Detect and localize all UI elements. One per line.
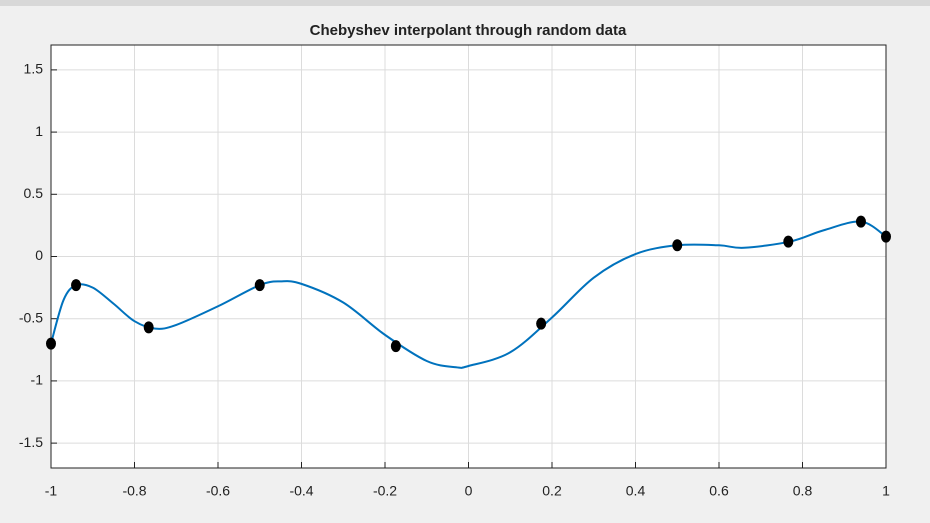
data-point: [71, 279, 82, 292]
y-tick-label: 1: [35, 123, 43, 139]
x-tick-label: -1: [45, 483, 58, 499]
data-point: [855, 215, 866, 228]
y-tick-label: -0.5: [19, 309, 43, 325]
y-tick-label: -1.5: [19, 434, 43, 450]
data-point: [390, 340, 401, 353]
y-tick-label: 0: [35, 247, 43, 263]
x-tick-label: 0.6: [709, 483, 729, 499]
x-tick-label: -0.2: [373, 483, 397, 499]
data-point: [143, 321, 154, 334]
data-point: [881, 230, 891, 243]
x-tick-label: -0.6: [206, 483, 230, 499]
x-tick-label: 0.8: [793, 483, 813, 499]
data-point: [46, 337, 56, 350]
data-point: [672, 239, 683, 252]
x-tick-label: 1: [882, 483, 890, 499]
axes-box: [50, 44, 887, 469]
x-tick-label: -0.4: [289, 483, 313, 499]
x-tick-label: -0.8: [122, 483, 146, 499]
data-point: [783, 235, 794, 248]
y-tick-label: 0.5: [24, 185, 44, 201]
x-tick-label: 0.2: [542, 483, 562, 499]
chart-title: Chebyshev interpolant through random dat…: [310, 22, 627, 39]
y-tick-label: -1: [31, 372, 44, 388]
data-point: [254, 279, 265, 292]
window-bar: [0, 0, 930, 6]
x-tick-label: 0: [465, 483, 473, 499]
x-tick-label: 0.4: [626, 483, 646, 499]
y-tick-label: 1.5: [24, 61, 44, 77]
data-point: [536, 317, 547, 330]
curve: [50, 220, 887, 369]
